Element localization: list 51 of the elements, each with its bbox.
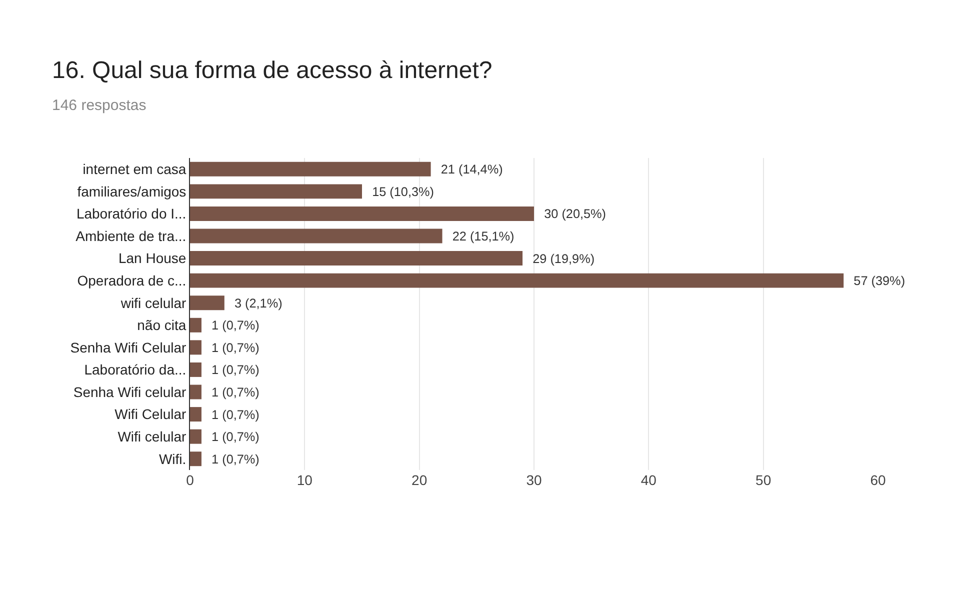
data-label: 22 (15,1%) — [445, 230, 514, 244]
bar — [190, 384, 202, 400]
data-label: 1 (0,7%) — [204, 363, 260, 378]
x-tick-label: 20 — [412, 472, 428, 488]
y-tick-label: Wifi celular — [118, 428, 187, 444]
data-label: 1 (0,7%) — [204, 408, 260, 422]
data-label: 1 (0,7%) — [204, 386, 260, 400]
y-tick-label: Wifi Celular — [114, 406, 187, 422]
x-tick-label: 30 — [526, 472, 542, 488]
bar — [190, 162, 431, 176]
x-tick-label: 60 — [870, 472, 886, 488]
bar — [190, 407, 202, 422]
y-tick-label: familiares/amigos — [77, 183, 186, 200]
y-tick-label: não cita — [137, 317, 186, 334]
data-label: 1 (0,7%) — [204, 340, 260, 355]
bar — [190, 273, 844, 288]
data-label: 57 (39%) — [846, 274, 906, 288]
x-tick-label: 0 — [186, 472, 194, 488]
chart-subtitle: 146 respostas — [52, 97, 146, 114]
x-tick-label: 50 — [756, 472, 772, 488]
x-tick-label: 10 — [296, 472, 313, 488]
bar — [190, 340, 202, 355]
bar — [190, 429, 202, 444]
chart-title: 16. Qual sua forma de acesso à internet? — [52, 57, 492, 84]
data-label: 1 (0,7%) — [204, 452, 260, 466]
data-label: 15 (10,3%) — [365, 184, 434, 199]
data-label: 1 (0,7%) — [204, 430, 260, 444]
y-tick-label: Lan House — [118, 250, 186, 266]
bar — [190, 362, 202, 377]
data-label: 3 (2,1%) — [227, 296, 282, 310]
y-tick-label: Laboratório da... — [84, 362, 186, 378]
y-tick-label: Operadora de c... — [77, 272, 186, 288]
y-tick-label: Senha Wifi celular — [73, 384, 187, 400]
bar — [190, 251, 523, 266]
data-label: 1 (0,7%) — [204, 318, 260, 333]
data-label: 21 (14,4%) — [434, 162, 503, 177]
bar — [190, 296, 224, 310]
y-tick-label: Wifi. — [158, 450, 186, 467]
y-tick-label: internet em casa — [82, 161, 186, 178]
bar — [190, 206, 534, 221]
y-tick-label: Senha Wifi Celular — [70, 339, 187, 356]
y-tick-label: Ambiente de tra... — [76, 228, 186, 244]
y-tick-label: wifi celular — [120, 294, 187, 311]
bar — [190, 452, 202, 466]
data-label: 29 (19,9%) — [526, 252, 595, 266]
bar — [190, 184, 362, 199]
bar — [190, 228, 442, 244]
y-tick-label: Laboratório do I... — [76, 206, 186, 222]
x-tick-label: 40 — [640, 472, 657, 488]
data-label: 30 (20,5%) — [537, 207, 606, 222]
bar — [190, 318, 202, 332]
